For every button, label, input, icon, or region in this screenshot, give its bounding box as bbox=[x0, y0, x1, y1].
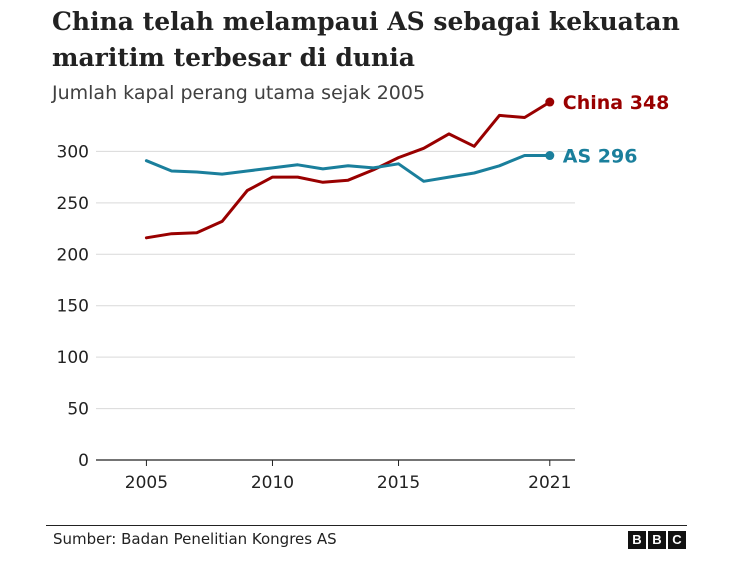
x-tick-label: 2010 bbox=[251, 473, 294, 493]
bbc-logo-b1: B bbox=[628, 531, 646, 549]
series-label-china: China 348 bbox=[563, 92, 670, 114]
y-tick-label: 50 bbox=[67, 400, 89, 420]
y-tick-label: 200 bbox=[57, 245, 89, 265]
y-tick-label: 250 bbox=[57, 194, 89, 214]
series-label-as: AS 296 bbox=[563, 146, 638, 168]
series-line-as bbox=[144, 154, 552, 183]
x-tick-label: 2005 bbox=[125, 473, 168, 493]
x-tick-label: 2021 bbox=[528, 473, 571, 493]
series-end-dot-as bbox=[545, 151, 555, 161]
bbc-logo-b2: B bbox=[648, 531, 666, 549]
y-tick-label: 150 bbox=[57, 297, 89, 317]
y-tick-label: 100 bbox=[57, 348, 89, 368]
source-note: Sumber: Badan Penelitian Kongres AS bbox=[53, 530, 337, 548]
footer-divider bbox=[46, 525, 687, 526]
chart-title: China telah melampaui AS sebagai kekuata… bbox=[52, 7, 680, 72]
series-end-dot-china bbox=[545, 97, 555, 107]
bbc-logo: B B C bbox=[628, 531, 686, 549]
series-line-china bbox=[144, 100, 552, 240]
chart-subtitle: Jumlah kapal perang utama sejak 2005 bbox=[52, 82, 426, 104]
y-tick-label: 300 bbox=[57, 142, 89, 162]
bbc-logo-c: C bbox=[668, 531, 686, 549]
x-tick-label: 2015 bbox=[377, 473, 420, 493]
y-tick-label: 0 bbox=[78, 451, 89, 471]
